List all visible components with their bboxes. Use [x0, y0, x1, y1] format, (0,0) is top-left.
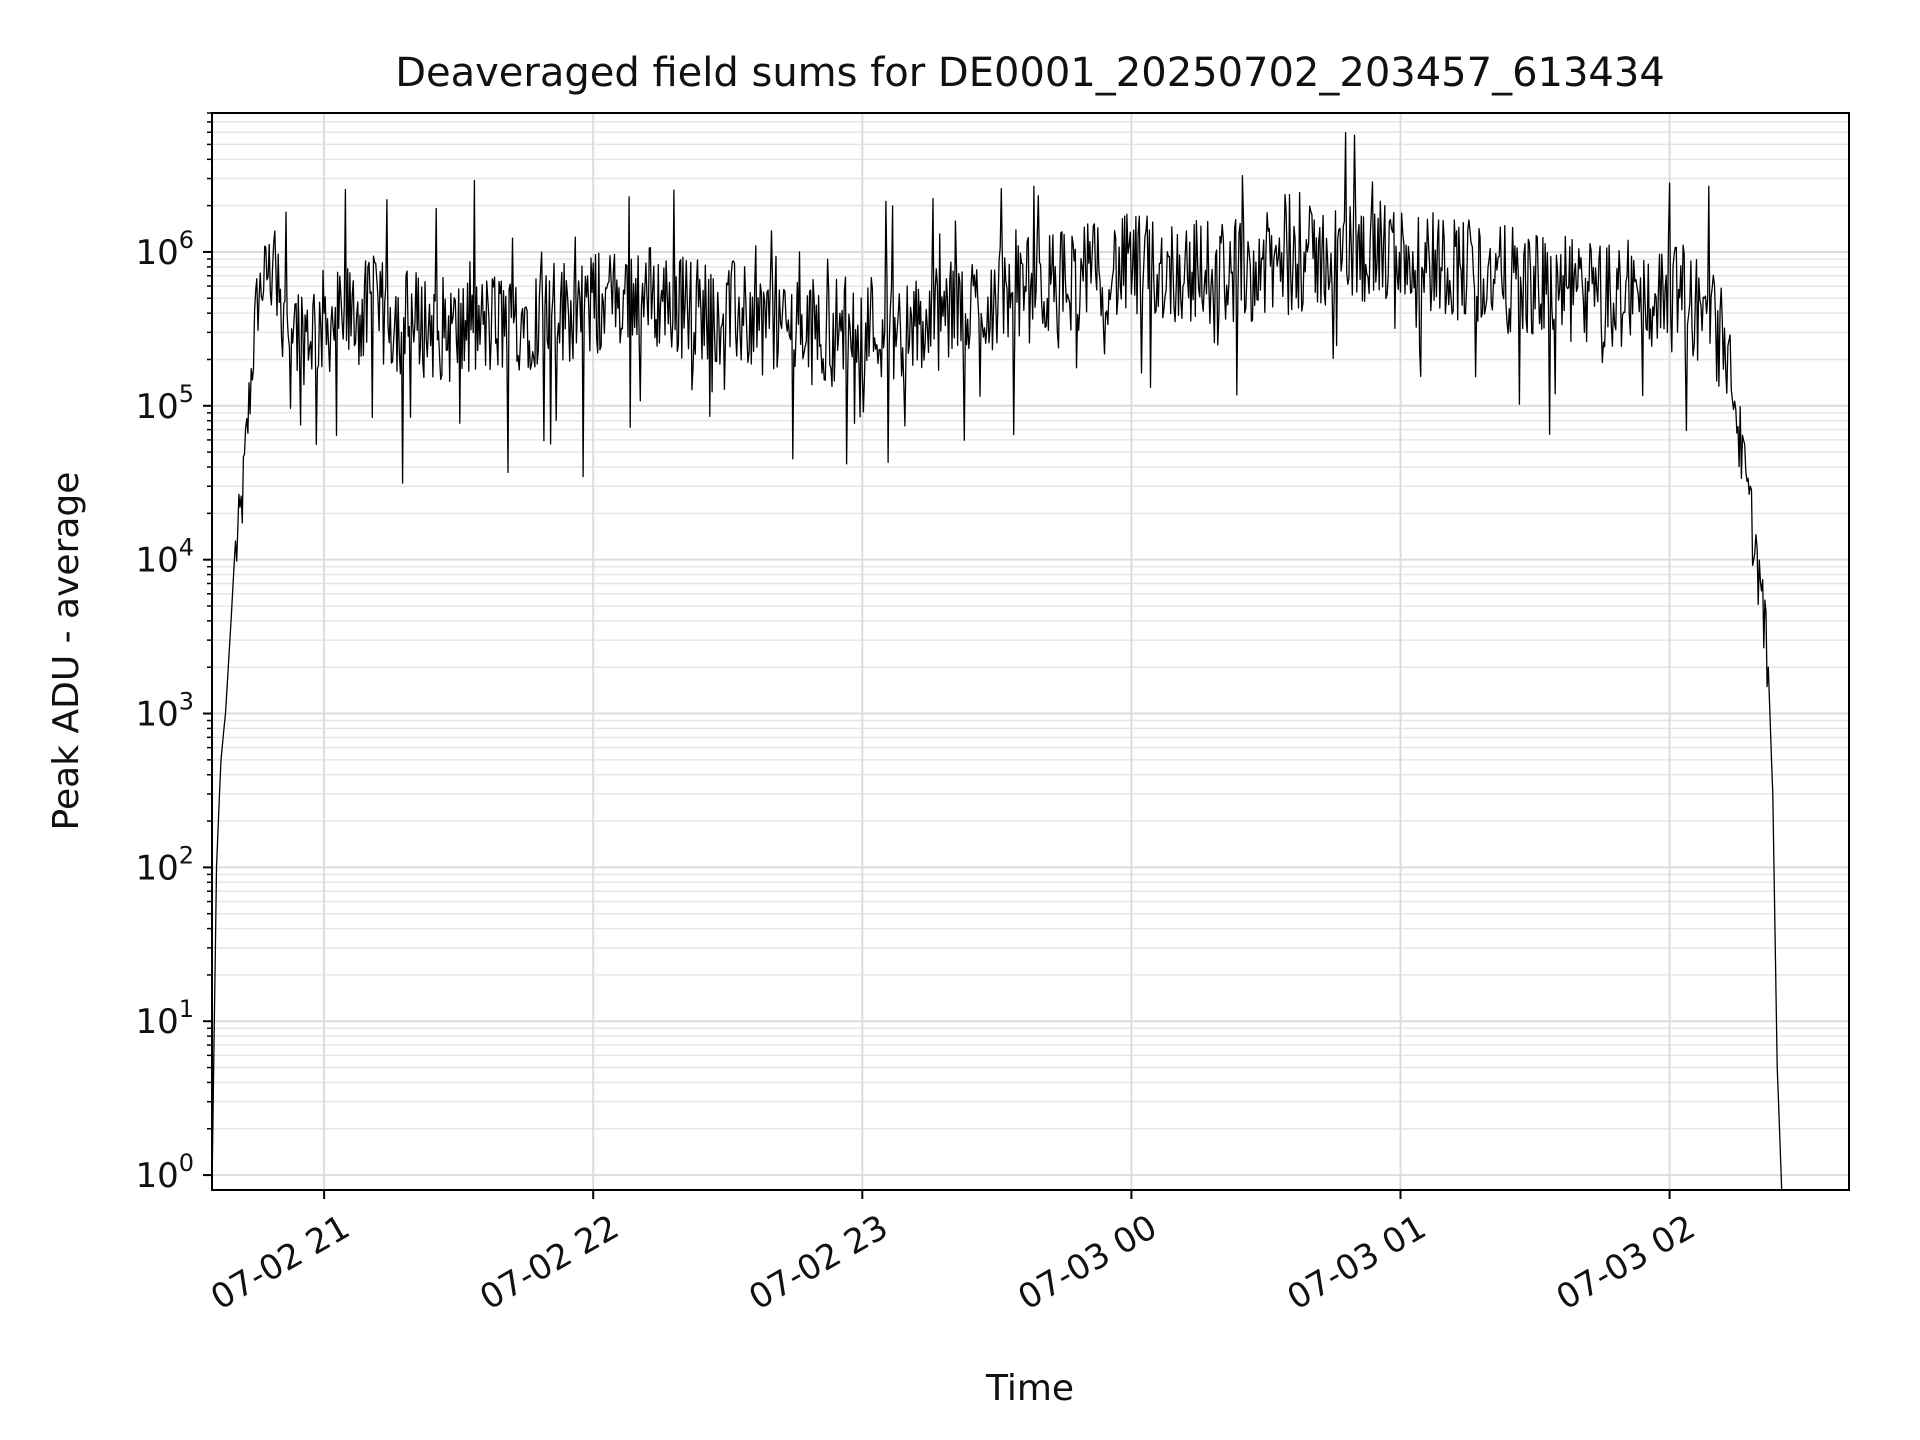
line-layer [211, 131, 1783, 1191]
y-tick-label: 101 [135, 995, 194, 1042]
series-line [211, 131, 1783, 1191]
x-axis-label: Time [985, 1368, 1074, 1409]
y-tick-label: 105 [135, 380, 194, 427]
plot-frame [211, 112, 1850, 1191]
grid-layer [212, 112, 1849, 1190]
y-tick-label: 106 [135, 226, 194, 273]
y-axis-label: Peak ADU - average [46, 472, 87, 831]
y-tick-label: 102 [135, 841, 194, 888]
chart-title: Deaveraged field sums for DE0001_2025070… [395, 50, 1665, 96]
y-tick-label: 104 [135, 534, 194, 581]
y-tick-label: 100 [135, 1149, 194, 1196]
y-tick-label: 103 [135, 688, 194, 735]
